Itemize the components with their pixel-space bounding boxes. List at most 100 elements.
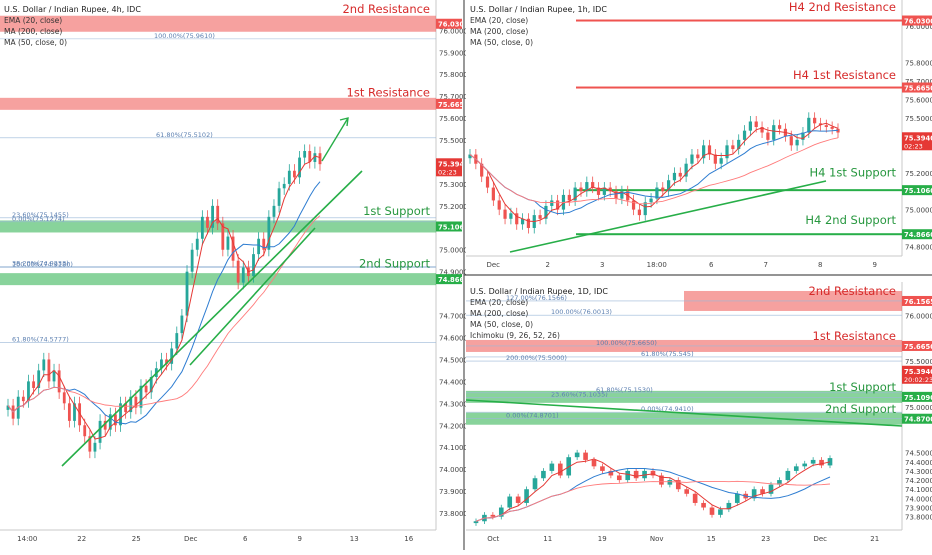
price-tag-current — [902, 365, 932, 384]
price-tag-support — [436, 221, 462, 232]
candle-body — [830, 127, 834, 129]
price-tick-label: 75.2000 — [905, 170, 932, 178]
price-tag-support — [902, 229, 932, 240]
trendline — [61, 170, 363, 467]
candle-body — [591, 182, 595, 188]
ema-line — [7, 155, 321, 440]
price-tick-label: 75.9000 — [439, 49, 468, 57]
candle-body — [684, 489, 690, 494]
candle-body — [468, 154, 472, 159]
candle-body — [42, 359, 46, 371]
candle-body — [678, 172, 682, 177]
candle-body — [544, 205, 548, 219]
panel-p1h: 76.0000 75.8000 75.7000 75.6000 75.5000 75.20… — [466, 0, 932, 276]
sr-zone-support — [466, 390, 902, 403]
time-tick-label: 6 — [709, 261, 714, 269]
price-tick-label: 76.0000 — [905, 312, 932, 320]
price-tick-label: 74.3000 — [905, 468, 932, 476]
candle-body — [813, 117, 817, 124]
trendline — [465, 399, 903, 427]
price-tag-value: 75.6650 — [904, 343, 932, 351]
candle-body — [6, 405, 10, 410]
candle-body — [557, 463, 563, 476]
candle-body — [211, 205, 214, 228]
candle-body — [175, 333, 179, 349]
candle-body — [318, 153, 322, 165]
candle-body — [772, 125, 776, 140]
candle-body — [692, 493, 698, 503]
time-tick-label: Nov — [650, 535, 664, 543]
candle-body — [485, 176, 490, 188]
candle-body — [600, 466, 605, 471]
price-tag-value: 75.6650 — [438, 101, 469, 109]
time-tick-label: 6 — [243, 535, 248, 543]
price-tick-label: 74.6000 — [439, 335, 468, 343]
level-label-resistance: 2nd Resistance — [342, 2, 430, 16]
price-tag-current — [902, 132, 932, 151]
candle-body — [108, 414, 112, 430]
candle-body — [719, 158, 723, 164]
price-tag-support — [436, 274, 462, 285]
candle-body — [684, 163, 688, 177]
candle-body — [737, 139, 741, 150]
ma200-line — [469, 137, 839, 205]
time-tick-label: 2 — [546, 261, 550, 269]
candle-body — [785, 470, 791, 481]
candle-body — [585, 182, 589, 192]
price-tag-resistance — [902, 82, 932, 93]
price-tick-label: 75.0000 — [905, 207, 932, 215]
price-tag-value: 76.0300 — [904, 18, 932, 26]
price-tick-label: 75.0000 — [905, 404, 932, 412]
candle-body — [498, 507, 504, 517]
candle-body — [16, 396, 20, 419]
candle-body — [216, 205, 220, 224]
candle-body — [731, 145, 735, 150]
candle-body — [165, 359, 168, 364]
time-tick-label: 7 — [764, 261, 768, 269]
ema-line — [469, 122, 839, 223]
candle-body — [241, 267, 245, 283]
indicator-legend: EMA (20, close) — [470, 16, 528, 25]
time-tick-label: 9 — [298, 535, 302, 543]
candle-body — [541, 470, 546, 479]
candle-body — [277, 188, 281, 206]
time-tick-label: 19 — [598, 535, 607, 543]
candle-body — [802, 463, 808, 467]
fib-level-label: 61.80%(74.5777) — [12, 335, 69, 343]
candle-body — [507, 496, 513, 508]
candle-body — [144, 385, 148, 393]
time-tick-label: 25 — [132, 535, 141, 543]
candle-body — [608, 187, 612, 192]
candle-body — [206, 216, 209, 228]
candle-body — [549, 463, 555, 471]
level-label-support: H4 1st Support — [809, 165, 896, 179]
candle-body — [282, 183, 286, 189]
candle-body — [473, 521, 479, 524]
time-tick-label: Dec — [184, 535, 198, 543]
candle-body — [298, 157, 301, 178]
candle-body — [819, 459, 824, 466]
candle-body — [67, 403, 71, 421]
candle-body — [675, 480, 681, 490]
indicator-legend: MA (200, close) — [4, 27, 62, 36]
candle-body — [195, 238, 199, 250]
candle-body — [573, 187, 577, 201]
price-tag-value: 75.3940 — [438, 160, 469, 168]
candle-body — [262, 238, 266, 250]
time-tick-label: 22 — [77, 535, 86, 543]
time-tick-label: Dec — [813, 535, 827, 543]
price-tick-label: 75.0000 — [439, 247, 468, 255]
candle-body — [810, 459, 816, 464]
trendline — [509, 180, 827, 253]
candle-body — [497, 200, 501, 210]
candle-body — [591, 459, 597, 467]
fib-level-label: 200.00%(75.5000) — [506, 354, 567, 362]
price-tag-value: 76.1565 — [904, 298, 932, 306]
candle-body — [633, 470, 639, 479]
level-label-support: H4 2nd Support — [805, 213, 896, 227]
candle-body — [793, 466, 799, 471]
candle-body — [509, 213, 513, 219]
fib-level-label: 127.00%(76.1566) — [506, 294, 567, 302]
indicator-legend: MA (50, close, 0) — [470, 320, 533, 329]
price-tag-countdown: 02:23 — [438, 168, 457, 176]
